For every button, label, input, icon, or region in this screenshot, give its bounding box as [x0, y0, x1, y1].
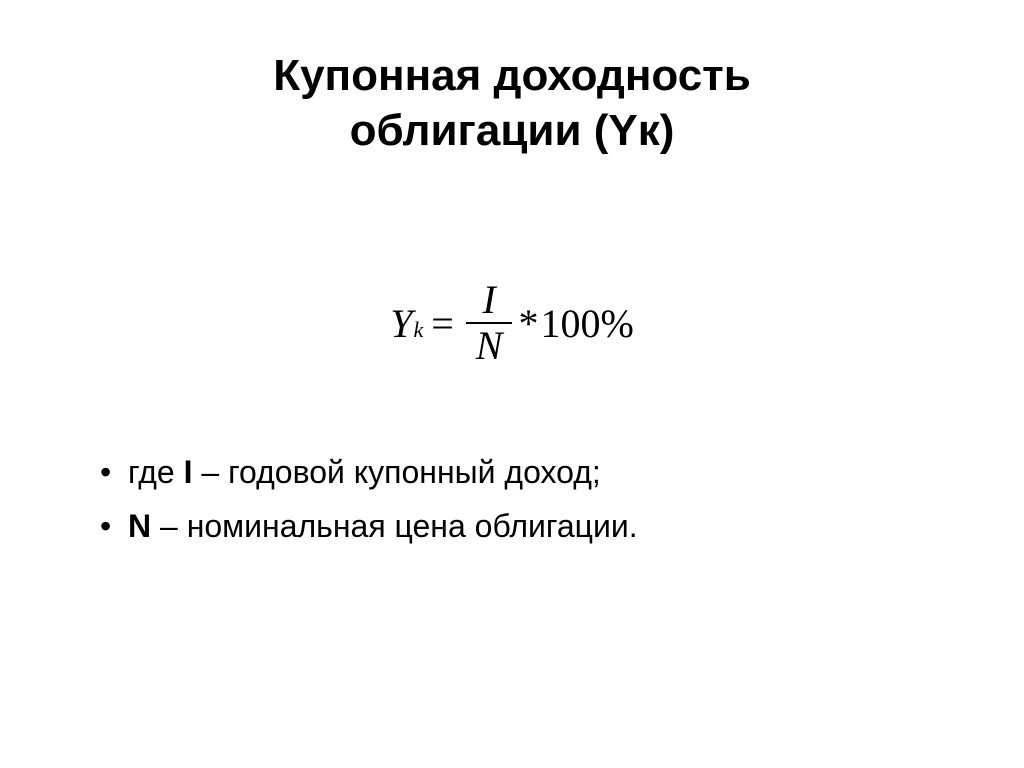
formula-multiply: *: [518, 300, 538, 347]
formula-fraction: I N: [466, 278, 513, 368]
legend-text: – годовой купонный доход;: [192, 454, 600, 490]
legend-item: N – номинальная цена облигации.: [100, 502, 964, 550]
formula-lhs-base: Y: [390, 300, 412, 347]
formula-suffix: 100%: [540, 300, 633, 347]
legend-prefix: где: [128, 454, 184, 490]
formula-lhs-sub: k: [413, 317, 423, 343]
formula-equals: =: [431, 300, 454, 347]
formula-block: Y k = I N * 100%: [60, 278, 964, 368]
slide-title: Купонная доходность облигации (Yк): [60, 48, 964, 158]
formula-lhs: Y k: [390, 300, 423, 347]
slide: Купонная доходность облигации (Yк) Y k =…: [0, 0, 1024, 768]
legend-text: – номинальная цена облигации.: [151, 508, 638, 544]
formula-numerator: I: [472, 278, 505, 322]
formula-denominator: N: [466, 324, 513, 368]
legend-var: N: [128, 508, 151, 544]
title-line-2: облигации (Yк): [350, 106, 675, 155]
title-line-1: Купонная доходность: [273, 51, 751, 100]
legend-item: где I – годовой купонный доход;: [100, 448, 964, 496]
legend-list: где I – годовой купонный доход; N – номи…: [60, 448, 964, 550]
formula: Y k = I N * 100%: [390, 278, 634, 368]
